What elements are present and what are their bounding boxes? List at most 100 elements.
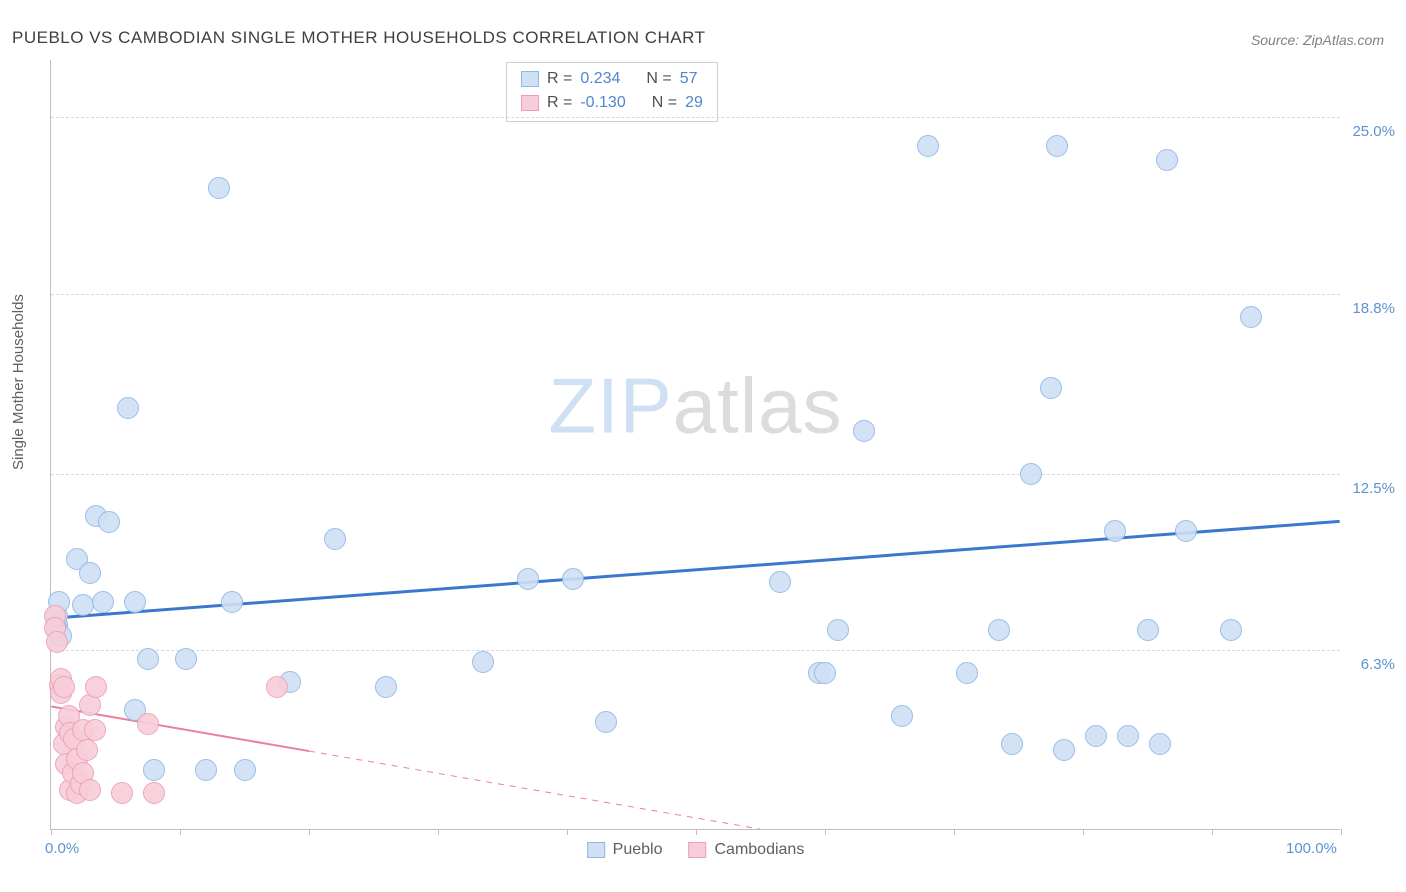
x-tick (954, 829, 955, 835)
swatch-pueblo (587, 842, 605, 858)
point-pueblo (891, 705, 913, 727)
chart-container: PUEBLO VS CAMBODIAN SINGLE MOTHER HOUSEH… (0, 0, 1406, 892)
y-axis-label: Single Mother Households (10, 294, 27, 470)
r-value-pueblo: 0.234 (580, 67, 620, 91)
gridline (51, 117, 1340, 118)
n-label: N = (646, 67, 671, 91)
trendlines-svg (51, 60, 1340, 829)
point-pueblo (988, 619, 1010, 641)
trendline-pueblo (51, 521, 1339, 618)
point-pueblo (324, 528, 346, 550)
point-cambodians (46, 631, 68, 653)
plot-area: ZIPatlas R = 0.234 N = 57 R = -0.130 N =… (50, 60, 1340, 830)
point-pueblo (221, 591, 243, 613)
point-pueblo (1149, 733, 1171, 755)
point-pueblo (208, 177, 230, 199)
gridline (51, 650, 1340, 651)
gridline (51, 474, 1340, 475)
legend-label: Pueblo (613, 841, 663, 859)
point-pueblo (175, 648, 197, 670)
point-pueblo (827, 619, 849, 641)
point-pueblo (1240, 306, 1262, 328)
point-pueblo (1104, 520, 1126, 542)
source-attribution: Source: ZipAtlas.com (1251, 32, 1384, 48)
point-pueblo (769, 571, 791, 593)
point-pueblo (1175, 520, 1197, 542)
x-tick (180, 829, 181, 835)
point-pueblo (375, 676, 397, 698)
chart-title: PUEBLO VS CAMBODIAN SINGLE MOTHER HOUSEH… (12, 28, 706, 48)
point-pueblo (814, 662, 836, 684)
legend-item-pueblo: Pueblo (587, 841, 663, 859)
n-label: N = (652, 91, 677, 115)
point-pueblo (98, 511, 120, 533)
point-pueblo (124, 591, 146, 613)
x-tick (438, 829, 439, 835)
x-tick (567, 829, 568, 835)
n-value-cambodians: 29 (685, 91, 703, 115)
point-pueblo (595, 711, 617, 733)
point-pueblo (1001, 733, 1023, 755)
legend-item-cambodians: Cambodians (689, 841, 805, 859)
point-cambodians (85, 676, 107, 698)
r-label: R = (547, 67, 572, 91)
point-pueblo (1156, 149, 1178, 171)
y-tick-label: 25.0% (1352, 123, 1395, 140)
stats-legend-box: R = 0.234 N = 57 R = -0.130 N = 29 (506, 62, 718, 122)
point-pueblo (72, 594, 94, 616)
trendline-dashed-cambodians (309, 751, 760, 829)
point-pueblo (1085, 725, 1107, 747)
n-value-pueblo: 57 (680, 67, 698, 91)
x-tick (1083, 829, 1084, 835)
point-cambodians (76, 739, 98, 761)
point-pueblo (1046, 135, 1068, 157)
point-pueblo (853, 420, 875, 442)
point-pueblo (195, 759, 217, 781)
point-pueblo (1117, 725, 1139, 747)
legend-bottom: Pueblo Cambodians (587, 841, 805, 859)
point-pueblo (1137, 619, 1159, 641)
point-pueblo (1053, 739, 1075, 761)
point-pueblo (117, 397, 139, 419)
point-pueblo (143, 759, 165, 781)
point-pueblo (92, 591, 114, 613)
point-pueblo (1220, 619, 1242, 641)
point-cambodians (137, 713, 159, 735)
x-tick (1341, 829, 1342, 835)
y-tick-label: 12.5% (1352, 480, 1395, 497)
point-cambodians (143, 782, 165, 804)
x-tick-label: 100.0% (1286, 840, 1337, 857)
source-link[interactable]: ZipAtlas.com (1303, 32, 1384, 48)
point-pueblo (79, 562, 101, 584)
x-tick (1212, 829, 1213, 835)
swatch-cambodians (521, 95, 539, 111)
y-tick-label: 6.3% (1361, 656, 1395, 673)
y-tick-label: 18.8% (1352, 300, 1395, 317)
point-pueblo (917, 135, 939, 157)
x-tick-label: 0.0% (45, 840, 79, 857)
point-cambodians (266, 676, 288, 698)
gridline (51, 294, 1340, 295)
swatch-pueblo (521, 71, 539, 87)
watermark-part1: ZIP (548, 362, 672, 450)
watermark-part2: atlas (673, 362, 843, 450)
watermark: ZIPatlas (548, 361, 842, 452)
point-pueblo (234, 759, 256, 781)
x-tick (696, 829, 697, 835)
point-pueblo (562, 568, 584, 590)
r-label: R = (547, 91, 572, 115)
stats-row-cambodians: R = -0.130 N = 29 (521, 91, 703, 115)
x-tick (51, 829, 52, 835)
x-tick (309, 829, 310, 835)
stats-row-pueblo: R = 0.234 N = 57 (521, 67, 703, 91)
point-cambodians (53, 676, 75, 698)
point-cambodians (79, 779, 101, 801)
point-pueblo (517, 568, 539, 590)
point-pueblo (956, 662, 978, 684)
legend-label: Cambodians (715, 841, 805, 859)
point-pueblo (137, 648, 159, 670)
point-pueblo (472, 651, 494, 673)
r-value-cambodians: -0.130 (580, 91, 625, 115)
point-cambodians (84, 719, 106, 741)
swatch-cambodians (689, 842, 707, 858)
